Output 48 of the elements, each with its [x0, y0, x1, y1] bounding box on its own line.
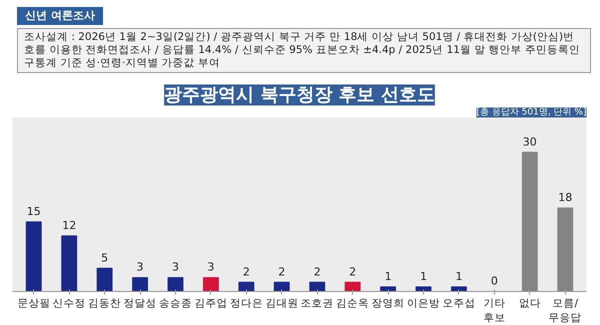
x-tick-label: 김동찬	[88, 298, 122, 310]
x-tick-label: 없다	[518, 298, 541, 310]
bar	[168, 277, 184, 292]
bar	[309, 282, 326, 292]
x-tick-label: 신수정	[52, 298, 86, 310]
bar	[274, 282, 290, 292]
x-tick-label: 문상필	[17, 298, 50, 310]
data-label: 1	[384, 270, 392, 283]
x-tick-label: 장영희	[372, 298, 405, 310]
data-label: 1	[420, 270, 428, 283]
x-tick-label: 정다은	[230, 298, 263, 310]
data-label: 30	[522, 135, 537, 148]
x-tick-label: 송승종	[158, 298, 192, 310]
data-label: 3	[136, 260, 144, 274]
data-label: 15	[26, 204, 41, 218]
x-tick-label: 이은방	[407, 298, 440, 310]
data-label: 1	[455, 270, 462, 283]
data-label: 2	[314, 265, 321, 278]
data-label: 18	[558, 191, 572, 204]
data-label: 2	[278, 265, 286, 278]
data-label: 5	[101, 251, 108, 264]
text: 조사설계 : 2026년 1월 2~3일(2일간) / 광주광역시 북구 거주 만 18세 이상 남녀 501명 / 휴대전화 가상(안심)번호를 이용한 전화면접조사 / 응답률 14.4% / 신뢰수준 95% 표본오차 ±4.4p / 2025년 11월 말 행안부 주민등록인구통계 기준 성·연령·지역별 가중값 부여	[17, 28, 591, 73]
bar	[202, 277, 219, 292]
x-tick-label: 오주섭	[442, 298, 476, 310]
x-tick-label: 기타 후보	[483, 298, 506, 324]
bar	[132, 277, 148, 292]
x-tick-label: 정달성	[124, 298, 157, 310]
data-label: 2	[349, 265, 356, 278]
x-tick-label: 모름/ 무응답	[548, 298, 582, 324]
chart-subtitle: [총 응답자 501명, 단위 %]	[476, 108, 587, 118]
x-tick-label: 김주업	[194, 298, 228, 310]
bar	[61, 235, 78, 292]
bar	[522, 152, 538, 292]
x-tick-label: 김순옥	[336, 298, 370, 310]
x-tick-label: 김대원	[265, 298, 298, 310]
bar	[344, 282, 361, 292]
data-label: 0	[490, 274, 498, 288]
data-label: 12	[62, 218, 76, 232]
bar	[557, 207, 574, 292]
data-label: 3	[172, 260, 179, 274]
bar	[26, 221, 42, 292]
x-tick-label: 조호권	[300, 298, 334, 310]
data-label: 2	[242, 265, 250, 278]
chart-title: 광주광역시 북구청장 후보 선호도	[164, 84, 435, 106]
data-label: 3	[207, 260, 214, 274]
bar	[238, 282, 254, 292]
bar	[96, 268, 113, 292]
text: 신년 여론조사	[17, 7, 103, 25]
